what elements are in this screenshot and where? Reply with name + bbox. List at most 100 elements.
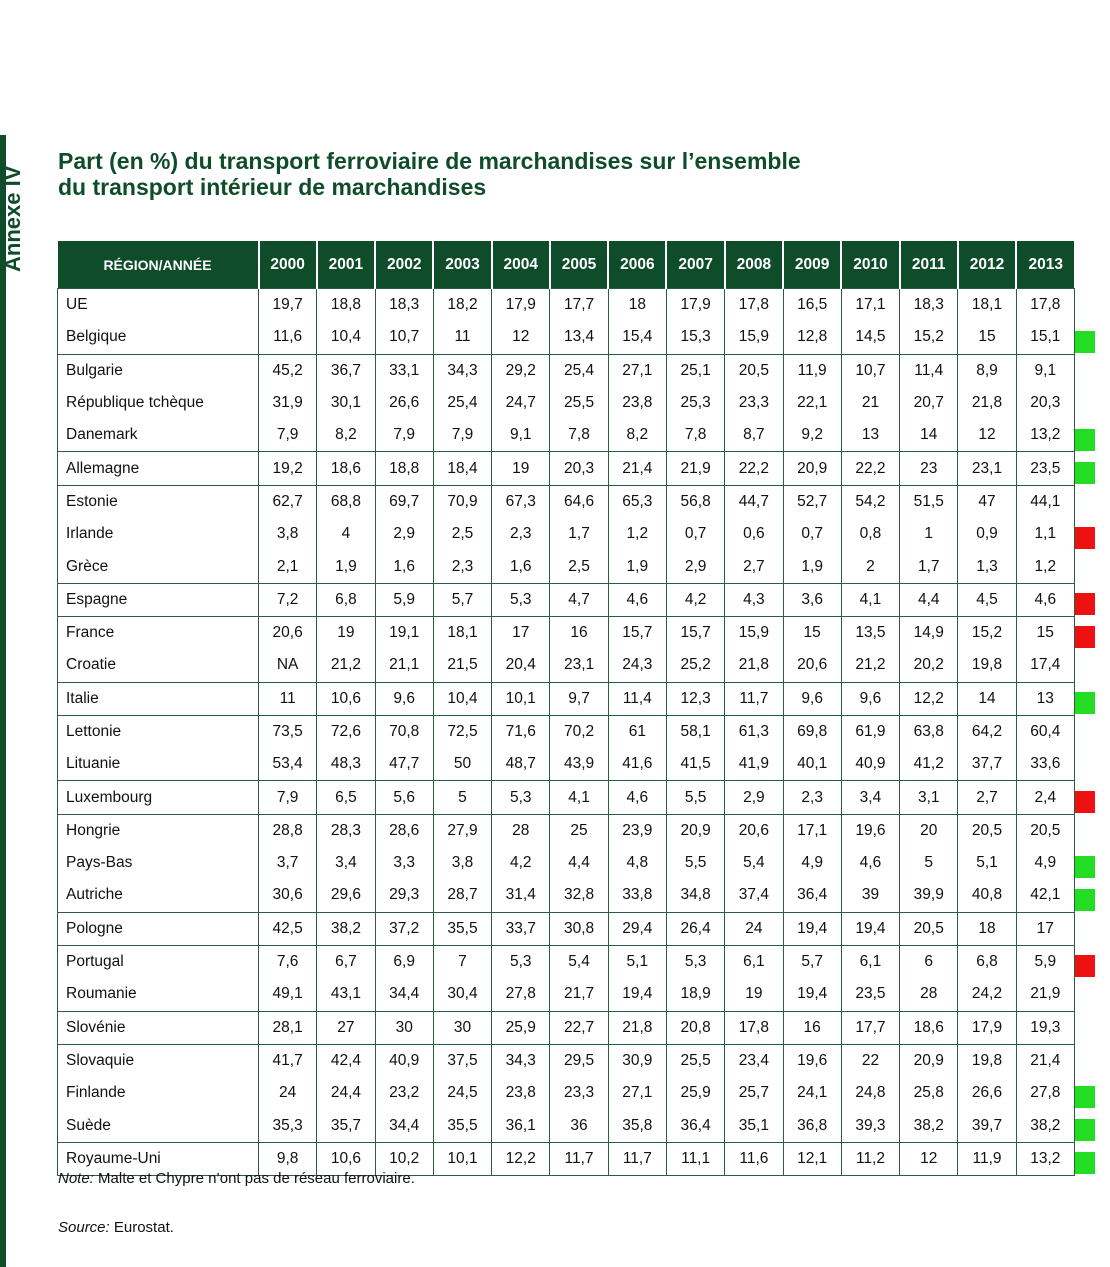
value-cell: 11,2 [840, 1141, 901, 1177]
value-cell: 8,9 [957, 353, 1017, 387]
region-cell: Royaume-Uni [57, 1141, 259, 1177]
region-cell: Luxembourg [57, 780, 259, 815]
table-row: France 20,6 19 19,1 18,1 17 16 15,7 15,7 15,9 15 13… [57, 615, 1075, 650]
value-cell: 4,6 [1015, 582, 1075, 617]
value-cell: 23,1 [957, 451, 1017, 486]
table-row: Royaume-Uni 9,8 10,6 10,2 10,1 12,2 11,7 11,7 11… [57, 1141, 1075, 1177]
value-cell: 6,8 [316, 582, 376, 617]
value-cell: 1,3 [957, 550, 1017, 584]
value-cell: 52,7 [782, 484, 842, 519]
green-marker [1075, 1086, 1095, 1109]
value-cell: 17,9 [665, 288, 726, 322]
value-cell: 10,4 [316, 321, 376, 355]
value-cell: 29,4 [607, 911, 667, 946]
header-year: 2008 [724, 241, 785, 289]
value-cell: 19,7 [257, 288, 318, 322]
value-cell: 6,1 [724, 944, 784, 979]
region-cell: Danemark [57, 419, 259, 452]
value-cell: 25,7 [724, 1077, 784, 1110]
value-cell: 26,6 [374, 386, 434, 420]
value-cell: 19 [724, 978, 784, 1012]
value-cell: 49,1 [257, 978, 318, 1012]
value-cell: 44,1 [1015, 484, 1075, 519]
value-cell: 10,7 [374, 321, 434, 355]
value-cell: 20 [899, 813, 959, 848]
value-cell: 23 [899, 451, 959, 486]
region-cell: Portugal [57, 944, 259, 979]
value-cell: 5,9 [374, 582, 434, 617]
value-cell: 4,2 [491, 847, 551, 880]
value-cell: 24,1 [782, 1077, 842, 1110]
value-cell: 27 [316, 1010, 376, 1045]
value-cell: 2,5 [432, 518, 493, 551]
table-row: Croatie NA 21,2 21,1 21,5 20,4 23,1 24,3 25,2 21,… [57, 649, 1075, 683]
value-cell: 23,2 [374, 1077, 434, 1110]
value-cell: 6,5 [316, 780, 376, 815]
value-cell: 4,4 [549, 847, 609, 880]
value-cell: 24 [724, 911, 784, 946]
value-cell: 18,2 [432, 288, 493, 322]
value-cell: 36,7 [316, 353, 376, 387]
value-cell: 19,8 [957, 1043, 1017, 1078]
value-cell: 15,2 [899, 321, 959, 355]
value-cell: 36,4 [782, 879, 842, 913]
value-cell: 4,9 [782, 847, 842, 880]
value-cell: 1,6 [491, 550, 551, 584]
value-cell: 73,5 [257, 714, 318, 749]
value-cell: 13 [840, 419, 901, 452]
value-cell: 23,3 [724, 386, 784, 420]
table-row: Suède 35,3 35,7 34,4 35,5 36,1 36 35,8 36,4 35,1 3… [57, 1109, 1075, 1143]
value-cell: 17,7 [840, 1010, 901, 1045]
value-cell: 5,3 [491, 944, 551, 979]
value-cell: 35,5 [432, 911, 493, 946]
value-cell: 54,2 [840, 484, 901, 519]
value-cell: 15,4 [607, 321, 667, 355]
value-cell: 23,5 [840, 978, 901, 1012]
value-cell: 23,5 [1015, 451, 1075, 486]
value-cell: 33,6 [1015, 748, 1075, 781]
value-cell: 25,4 [432, 386, 493, 420]
value-cell: 60,4 [1015, 714, 1075, 749]
value-cell: 17,9 [957, 1010, 1017, 1045]
value-cell: 36 [549, 1109, 609, 1143]
value-cell: 69,8 [782, 714, 842, 749]
value-cell: 19 [491, 451, 551, 486]
value-cell: 38,2 [316, 911, 376, 946]
value-cell: 19,4 [840, 911, 901, 946]
value-cell: 13,2 [1015, 419, 1075, 452]
value-cell: 25,4 [549, 353, 609, 387]
value-cell: 2,1 [257, 550, 318, 584]
value-cell: 34,3 [491, 1043, 551, 1078]
value-cell: 62,7 [257, 484, 318, 519]
value-cell: 24,4 [316, 1077, 376, 1110]
value-cell: 18,8 [316, 288, 376, 322]
value-cell: 2,9 [724, 780, 784, 815]
value-cell: 6,7 [316, 944, 376, 979]
header-year: 2004 [491, 241, 551, 289]
value-cell: 15 [1015, 615, 1075, 650]
value-cell: 42,4 [316, 1043, 376, 1078]
value-cell: 18,8 [374, 451, 434, 486]
table-row: République tchèque 31,9 30,1 26,6 25,4 24,7 25… [57, 386, 1075, 420]
table-row: Finlande 24 24,4 23,2 24,5 23,8 23,3 27,1 25,9 25… [57, 1077, 1075, 1110]
value-cell: 18,6 [899, 1010, 959, 1045]
value-cell: 2,3 [432, 550, 493, 584]
value-cell: 11,6 [257, 321, 318, 355]
value-cell: 28,6 [374, 813, 434, 848]
table-row: Pays-Bas 3,7 3,4 3,3 3,8 4,2 4,4 4,8 5,5 5,4 4,9 4,… [57, 847, 1075, 880]
value-cell: 13,5 [840, 615, 901, 650]
region-cell: Finlande [57, 1077, 259, 1110]
table-row: Autriche 30,6 29,6 29,3 28,7 31,4 32,8 33,8 34,8… [57, 879, 1075, 913]
value-cell: 19 [316, 615, 376, 650]
value-cell: 70,2 [549, 714, 609, 749]
value-cell: 30,9 [607, 1043, 667, 1078]
value-cell: 58,1 [665, 714, 726, 749]
table-row: Irlande 3,8 4 2,9 2,5 2,3 1,7 1,2 0,7 0,6 0,7 0,8 1 0… [57, 518, 1075, 551]
value-cell: 19,6 [840, 813, 901, 848]
value-cell: 64,6 [549, 484, 609, 519]
value-cell: 47,7 [374, 748, 434, 781]
value-cell: 24,7 [491, 386, 551, 420]
value-cell: 5,3 [665, 944, 726, 979]
value-cell: 18,9 [665, 978, 726, 1012]
value-cell: 30 [432, 1010, 493, 1045]
